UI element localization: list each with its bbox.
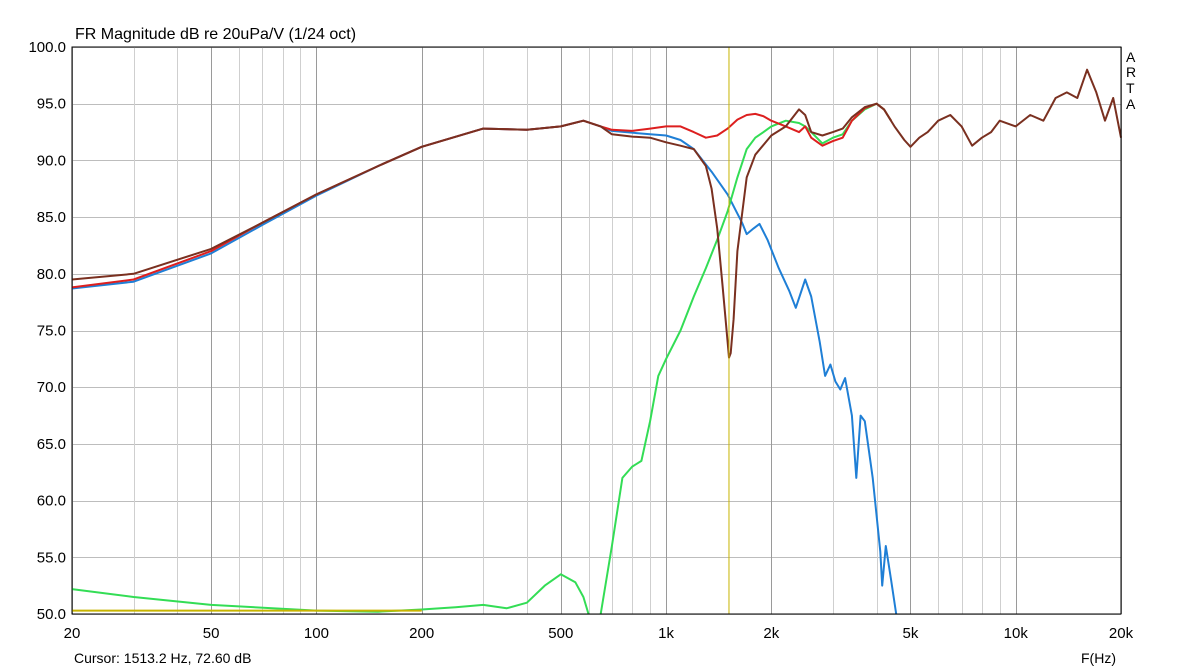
chart-title: FR Magnitude dB re 20uPa/V (1/24 oct) (75, 26, 356, 43)
watermark-letter-1: A (1126, 49, 1136, 65)
y-tick-label: 95.0 (37, 96, 66, 113)
y-tick-label: 70.0 (37, 379, 66, 396)
x-tick-label: 50 (203, 625, 220, 642)
y-tick-label: 60.0 (37, 493, 66, 510)
y-tick-label: 90.0 (37, 152, 66, 169)
y-tick-label: 85.0 (37, 209, 66, 226)
y-tick-label: 100.0 (28, 39, 66, 56)
watermark-letter-3: T (1126, 80, 1135, 96)
x-tick-label: 1k (658, 625, 674, 642)
x-tick-label: 10k (1004, 625, 1029, 642)
x-tick-label: 2k (763, 625, 779, 642)
y-tick-labels: 100.0 95.0 90.0 85.0 80.0 75.0 70.0 65.0 60.0 55.… (28, 39, 66, 623)
series-line-5 (71, 68, 1122, 359)
y-tick-label: 80.0 (37, 266, 66, 283)
y-tick-label: 55.0 (37, 549, 66, 566)
x-tick-label: 20k (1109, 625, 1134, 642)
y-tick-label: 65.0 (37, 436, 66, 453)
watermark-letter-2: R (1126, 64, 1136, 80)
series-layer (71, 68, 1122, 615)
watermark-letter-4: A (1126, 96, 1136, 112)
series-line-2 (71, 573, 590, 615)
x-tick-label: 100 (304, 625, 329, 642)
x-tick-label: 500 (548, 625, 573, 642)
x-axis-label: F(Hz) (1081, 650, 1116, 666)
x-tick-labels: 20 50 100 200 500 1k 2k 5k 10k 20k (64, 625, 1134, 642)
series-line-3 (599, 102, 892, 615)
y-tick-label: 50.0 (37, 606, 66, 623)
cursor-readout: Cursor: 1513.2 Hz, 72.60 dB (74, 650, 251, 666)
y-tick-label: 75.0 (37, 323, 66, 340)
x-tick-label: 200 (409, 625, 434, 642)
x-tick-label: 20 (64, 625, 81, 642)
plot-frame (71, 46, 1122, 615)
x-tick-label: 5k (903, 625, 919, 642)
